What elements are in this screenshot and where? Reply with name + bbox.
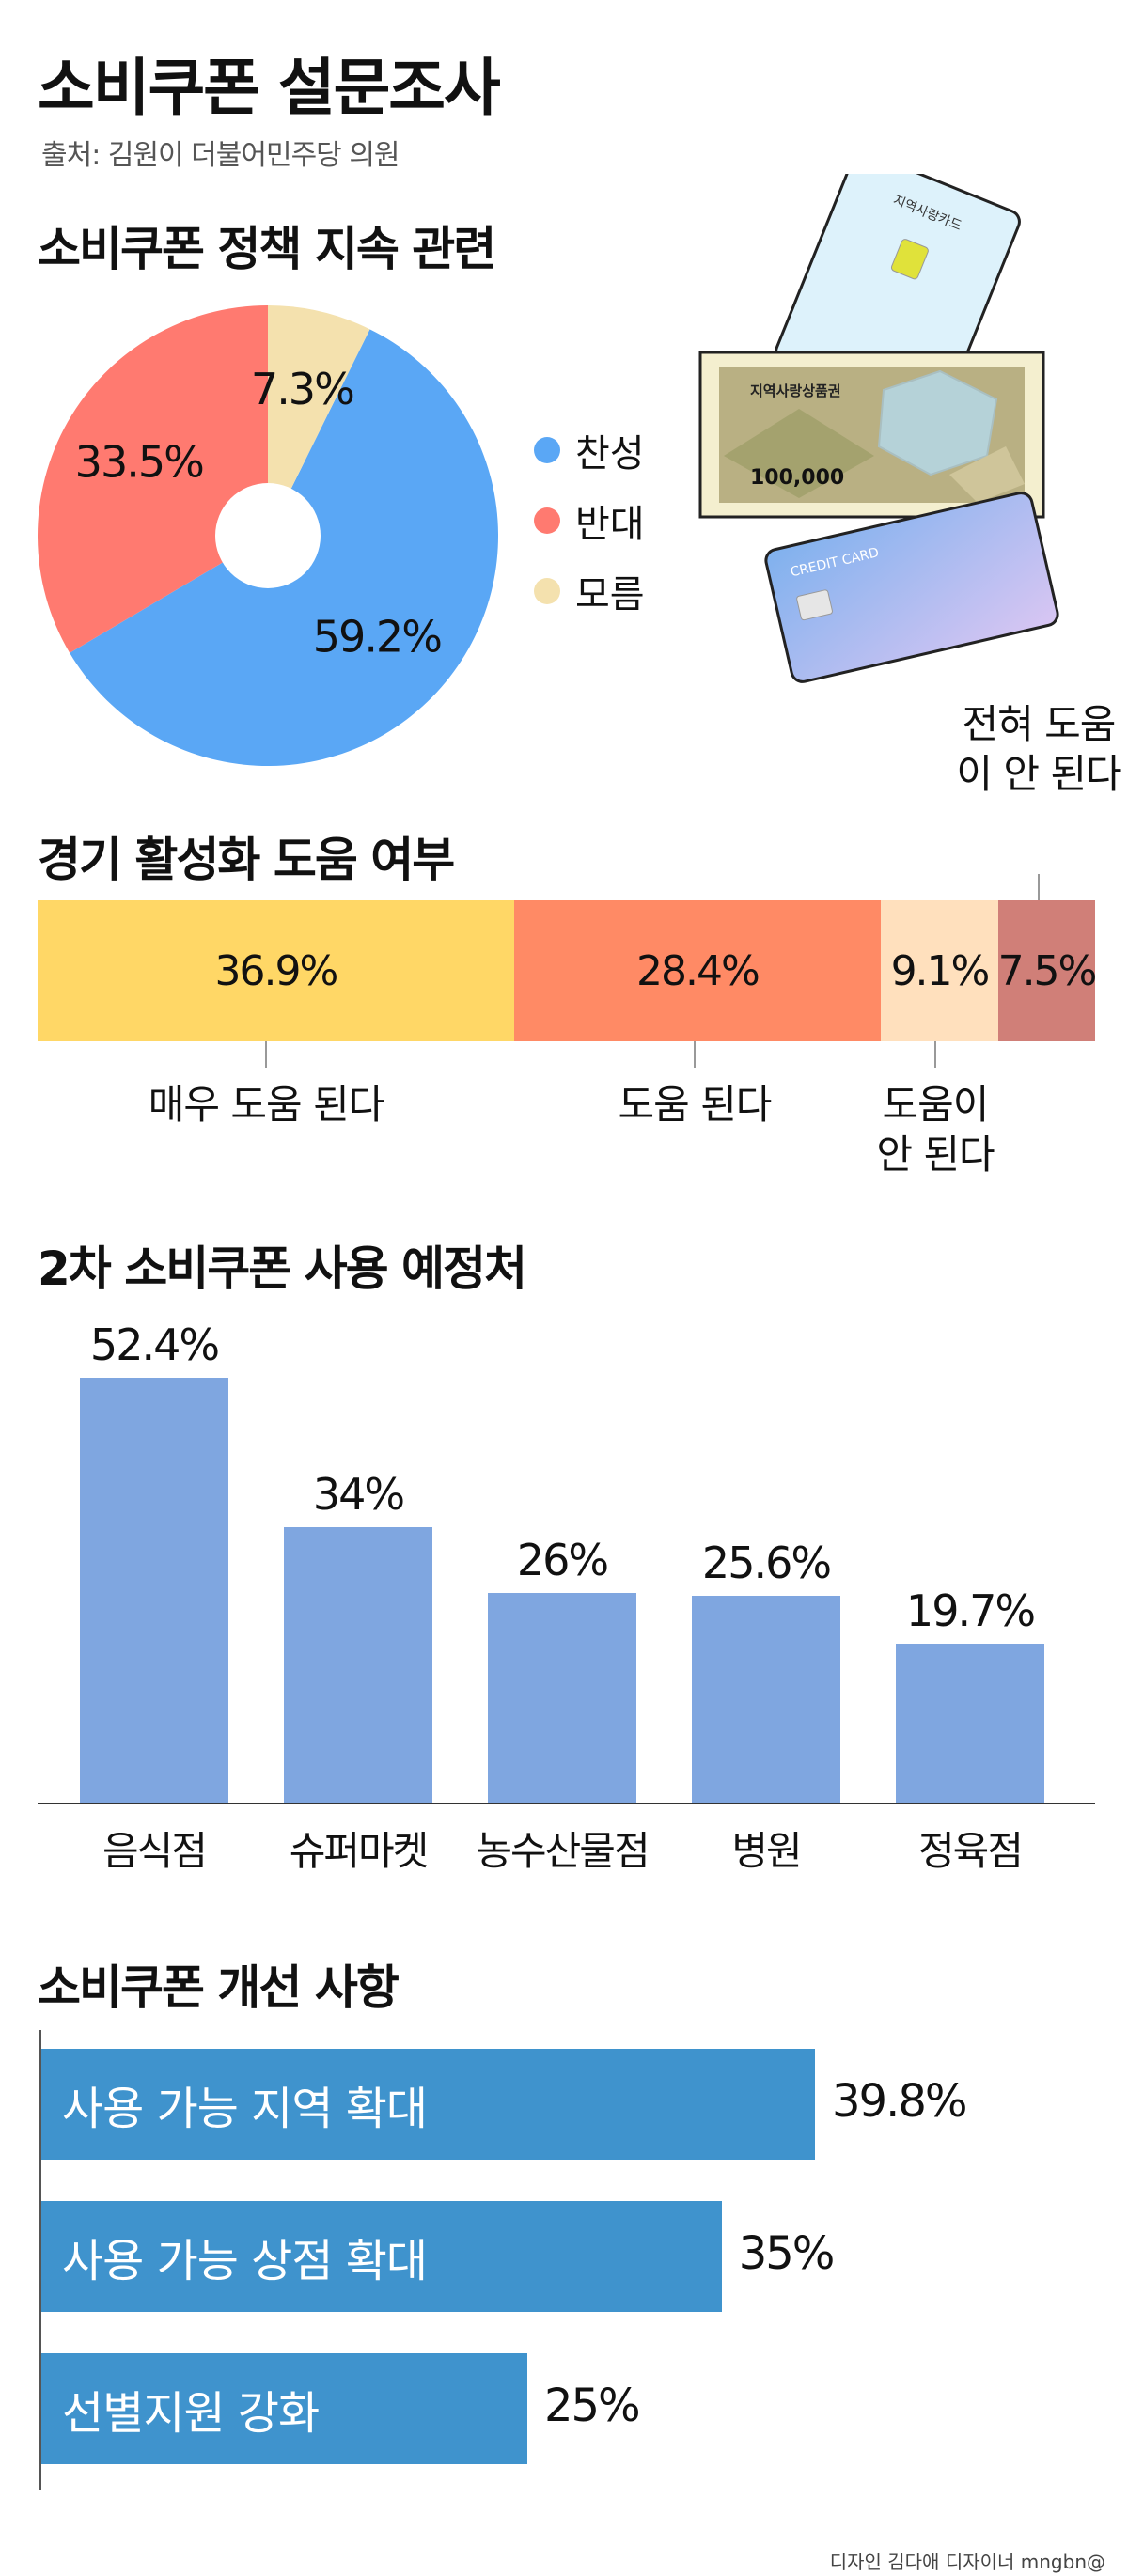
- help-tick-very: [265, 1041, 267, 1068]
- help-segment-no: 9.1%: [880, 900, 998, 1041]
- improve-chart-title: 소비쿠폰 개선 사항: [38, 1960, 400, 2015]
- improve-label-selective: 선별지원 강화: [62, 2387, 320, 2440]
- coupon-illustration: 지역사랑카드 지역사랑상품권 100,000 CREDIT CARD: [698, 174, 1059, 683]
- improve-label-store: 사용 가능 상점 확대: [62, 2235, 428, 2287]
- pie-chart: 59.2% 33.5% 7.3%: [38, 305, 498, 766]
- help-value-no: 9.1%: [890, 946, 991, 995]
- usage-category-hospital: 병원: [731, 1828, 802, 1874]
- help-stacked-bar: 36.9% 28.4% 9.1% 7.5%: [38, 900, 1098, 1041]
- source-text: 출처: 김원이 더불어민주당 의원: [41, 139, 400, 172]
- usage-chart-title: 2차 소비쿠폰 사용 예정처: [38, 1241, 527, 1296]
- legend-label-unknown: 모름: [575, 573, 645, 617]
- usage-bar-agri-store: [488, 1592, 636, 1804]
- help-tick-none: [1038, 874, 1040, 900]
- improve-label-area: 사용 가능 지역 확대: [62, 2083, 428, 2135]
- credit-text: 디자인 김다애 디자이너 mngbn@: [829, 2551, 1105, 2573]
- improve-bar-area: 사용 가능 지역 확대: [41, 2049, 815, 2160]
- usage-value-agri-store: 26%: [516, 1534, 609, 1585]
- legend-item-oppose: 반대: [534, 493, 645, 548]
- help-label-very: 매우 도움 된다: [148, 1082, 385, 1128]
- legend-dot-support: [534, 437, 560, 463]
- legend-dot-unknown: [534, 578, 560, 604]
- help-segment-yes: 28.4%: [513, 900, 881, 1041]
- help-label-none: 전혀 도움이 안 된다: [956, 701, 1121, 797]
- usage-value-hospital: 25.6%: [701, 1538, 832, 1589]
- help-segment-very: 36.9%: [38, 900, 514, 1041]
- pie-label-unknown: 7.3%: [251, 364, 353, 414]
- usage-bar-restaurant: [80, 1377, 228, 1804]
- pie-slice-unknown: [268, 305, 370, 536]
- usage-category-restaurant: 음식점: [102, 1828, 208, 1874]
- improve-value-area: 39.8%: [831, 2075, 967, 2128]
- legend-item-support: 찬성: [534, 423, 645, 477]
- usage-category-agri-store: 농수산물점: [476, 1828, 650, 1874]
- voucher-amount: 100,000: [750, 466, 844, 490]
- help-label-no: 도움이 안 된다: [876, 1082, 995, 1178]
- improve-bar-selective: 선별지원 강화: [41, 2353, 527, 2464]
- legend-label-support: 찬성: [575, 432, 645, 476]
- usage-value-supermarket: 34%: [312, 1469, 405, 1521]
- usage-value-butcher: 19.7%: [905, 1585, 1036, 1637]
- help-label-yes: 도움 된다: [618, 1082, 773, 1128]
- legend-dot-oppose: [534, 507, 560, 534]
- voucher-label: 지역사랑상품권: [750, 382, 841, 399]
- pie-label-support: 59.2%: [313, 611, 441, 662]
- usage-bar-supermarket: [284, 1527, 432, 1804]
- help-value-none: 7.5%: [997, 946, 1098, 995]
- help-value-very: 36.9%: [214, 946, 339, 995]
- improve-axis: [39, 2030, 41, 2490]
- pie-chart-title: 소비쿠폰 정책 지속 관련: [38, 222, 496, 276]
- help-tick-yes: [694, 1041, 696, 1068]
- pie-label-oppose: 33.5%: [75, 437, 203, 488]
- help-tick-no: [934, 1041, 936, 1068]
- help-chart-title: 경기 활성화 도움 여부: [38, 833, 455, 887]
- usage-bar-butcher: [896, 1644, 1044, 1804]
- usage-bar-hospital: [692, 1596, 840, 1804]
- improve-bar-store: 사용 가능 상점 확대: [41, 2201, 722, 2312]
- usage-category-butcher: 정육점: [918, 1828, 1024, 1874]
- usage-value-restaurant: 52.4%: [89, 1319, 220, 1370]
- usage-baseline: [38, 1803, 1095, 1804]
- help-value-yes: 28.4%: [636, 946, 760, 995]
- pie-slice-oppose: [38, 305, 269, 653]
- legend-item-unknown: 모름: [534, 564, 645, 618]
- help-segment-none: 7.5%: [997, 900, 1098, 1041]
- credit-card-icon: CREDIT CARD: [764, 492, 1059, 683]
- improve-value-store: 35%: [738, 2227, 836, 2280]
- voucher-icon: 지역사랑상품권 100,000: [698, 351, 1045, 519]
- improve-value-selective: 25%: [543, 2380, 641, 2432]
- pie-center-hole: [215, 483, 321, 588]
- usage-category-supermarket: 슈퍼마켓: [289, 1828, 430, 1874]
- usage-bar-chart: 52.4% 음식점 34% 슈퍼마켓 26% 농수산물점 25.6% 병원 19.7% 정육점: [38, 1316, 1095, 1874]
- page-title: 소비쿠폰 설문조사: [38, 52, 501, 124]
- legend-label-oppose: 반대: [575, 503, 645, 546]
